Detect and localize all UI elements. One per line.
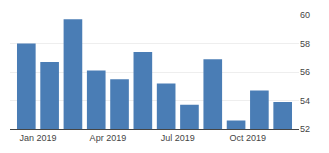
- svg-text:Jan 2019: Jan 2019: [19, 133, 56, 143]
- svg-text:60: 60: [300, 10, 310, 20]
- svg-text:Jul 2019: Jul 2019: [161, 133, 195, 143]
- svg-text:Apr 2019: Apr 2019: [90, 133, 127, 143]
- svg-text:56: 56: [300, 67, 310, 77]
- svg-text:54: 54: [300, 96, 310, 106]
- svg-text:58: 58: [300, 39, 310, 49]
- svg-text:Oct 2019: Oct 2019: [229, 133, 266, 143]
- svg-text:52: 52: [300, 124, 310, 134]
